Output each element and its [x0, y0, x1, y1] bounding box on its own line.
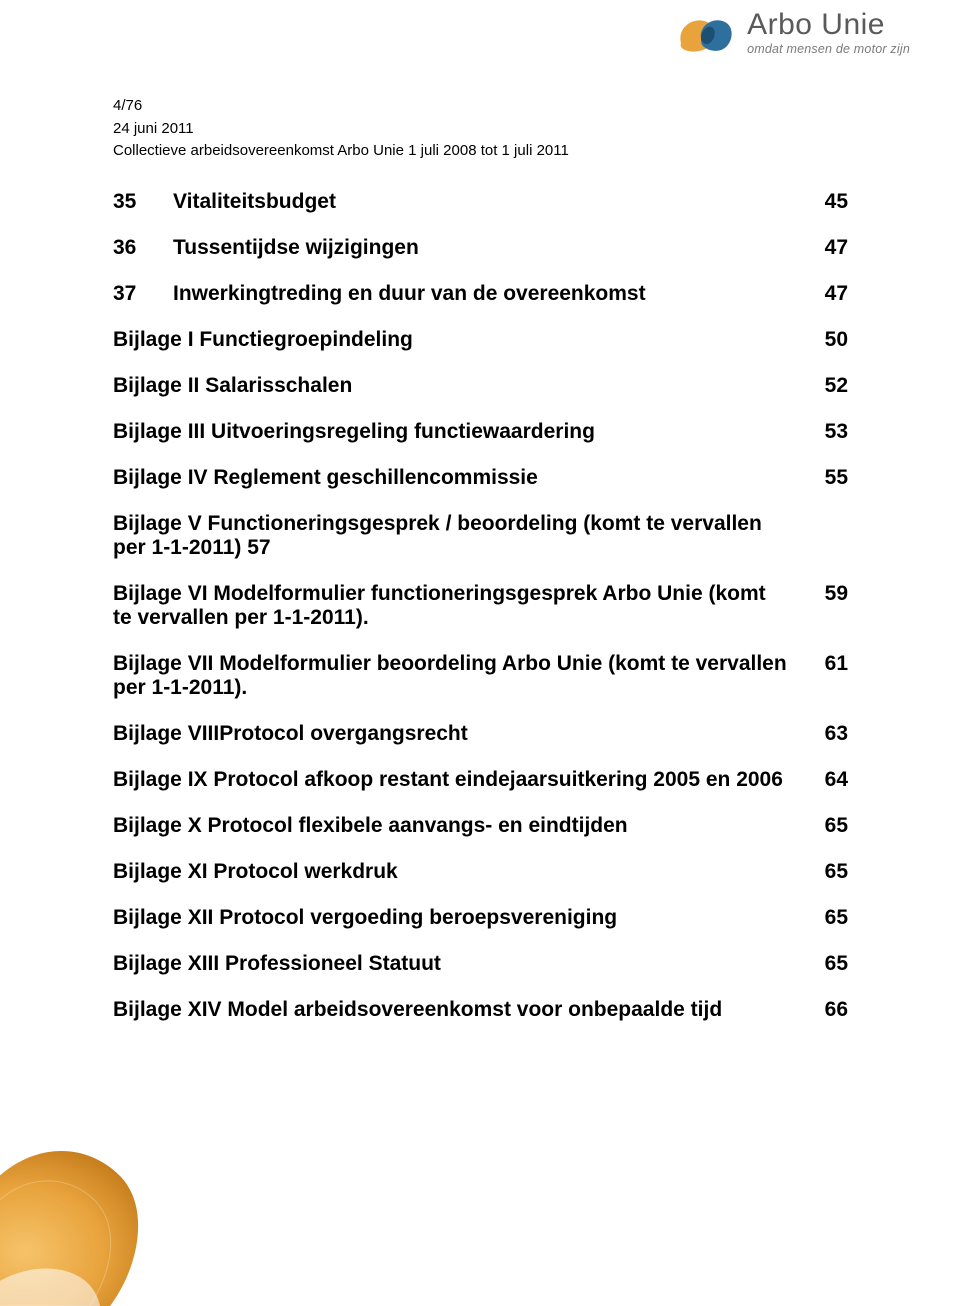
toc-page: 53	[808, 420, 848, 444]
company-name: Arbo Unie	[747, 10, 910, 40]
toc-number: 36	[113, 236, 141, 260]
toc-title: Bijlage XIII Professioneel Statuut	[113, 952, 788, 976]
toc-title: Bijlage V Functioneringsgesprek / beoord…	[113, 512, 788, 560]
toc-page: 45	[808, 190, 848, 214]
toc-row: Bijlage III Uitvoeringsregeling functiew…	[113, 420, 848, 444]
toc-row: Bijlage II Salarisschalen 52	[113, 374, 848, 398]
toc-title: Bijlage VII Modelformulier beoordeling A…	[113, 652, 788, 700]
toc-row: Bijlage IX Protocol afkoop restant einde…	[113, 768, 848, 792]
toc-title: Bijlage VI Modelformulier functionerings…	[113, 582, 788, 630]
toc-page: 55	[808, 466, 848, 490]
toc-title: Bijlage I Functiegroepindeling	[113, 328, 788, 352]
toc-page: 64	[808, 768, 848, 792]
toc-row: 37 Inwerkingtreding en duur van de overe…	[113, 282, 848, 306]
toc-row: 36 Tussentijdse wijzigingen 47	[113, 236, 848, 260]
toc-row: Bijlage XI Protocol werkdruk 65	[113, 860, 848, 884]
corner-art-icon	[0, 1006, 190, 1306]
toc-row: Bijlage XIII Professioneel Statuut 65	[113, 952, 848, 976]
toc-title: Inwerkingtreding en duur van de overeenk…	[173, 282, 788, 306]
toc-row: Bijlage XII Protocol vergoeding beroepsv…	[113, 906, 848, 930]
toc-page: 63	[808, 722, 848, 746]
toc-page: 47	[808, 236, 848, 260]
toc-row: Bijlage IV Reglement geschillencommissie…	[113, 466, 848, 490]
toc-title: Bijlage VIIIProtocol overgangsrecht	[113, 722, 788, 746]
toc-title: Vitaliteitsbudget	[173, 190, 788, 214]
toc-title: Tussentijdse wijzigingen	[173, 236, 788, 260]
toc-row: Bijlage X Protocol flexibele aanvangs- e…	[113, 814, 848, 838]
toc-title: Bijlage XII Protocol vergoeding beroepsv…	[113, 906, 788, 930]
toc-title: Bijlage XI Protocol werkdruk	[113, 860, 788, 884]
toc-row: Bijlage XIV Model arbeidsovereenkomst vo…	[113, 998, 848, 1022]
toc-page: 65	[808, 814, 848, 838]
doc-date: 24 juni 2011	[113, 118, 569, 141]
toc-title: Bijlage II Salarisschalen	[113, 374, 788, 398]
toc-row: Bijlage VIIIProtocol overgangsrecht 63	[113, 722, 848, 746]
toc-number: 37	[113, 282, 141, 306]
toc-title: Bijlage XIV Model arbeidsovereenkomst vo…	[113, 998, 788, 1022]
logo-icon	[671, 8, 737, 58]
toc-title: Bijlage III Uitvoeringsregeling functiew…	[113, 420, 788, 444]
page-indicator: 4/76	[113, 95, 569, 118]
toc-row: Bijlage VI Modelformulier functionerings…	[113, 582, 848, 630]
toc-row: Bijlage V Functioneringsgesprek / beoord…	[113, 512, 848, 560]
toc-row: Bijlage VII Modelformulier beoordeling A…	[113, 652, 848, 700]
toc-title: Bijlage IX Protocol afkoop restant einde…	[113, 768, 788, 792]
toc-row: Bijlage I Functiegroepindeling 50	[113, 328, 848, 352]
doc-title: Collectieve arbeidsovereenkomst Arbo Uni…	[113, 140, 569, 163]
header-meta: 4/76 24 juni 2011 Collectieve arbeidsove…	[113, 95, 569, 163]
toc-page: 61	[808, 652, 848, 676]
toc-title: Bijlage IV Reglement geschillencommissie	[113, 466, 788, 490]
toc-page: 47	[808, 282, 848, 306]
toc-row: 35 Vitaliteitsbudget 45	[113, 190, 848, 214]
toc-title: Bijlage X Protocol flexibele aanvangs- e…	[113, 814, 788, 838]
toc-page: 65	[808, 860, 848, 884]
toc-page: 50	[808, 328, 848, 352]
toc-page: 59	[808, 582, 848, 606]
toc-page: 52	[808, 374, 848, 398]
brand-logo: Arbo Unie omdat mensen de motor zijn	[671, 8, 910, 58]
table-of-contents: 35 Vitaliteitsbudget 45 36 Tussentijdse …	[113, 190, 848, 1044]
toc-number: 35	[113, 190, 141, 214]
company-tagline: omdat mensen de motor zijn	[747, 42, 910, 56]
toc-page: 65	[808, 952, 848, 976]
toc-page: 65	[808, 906, 848, 930]
toc-page: 66	[808, 998, 848, 1022]
